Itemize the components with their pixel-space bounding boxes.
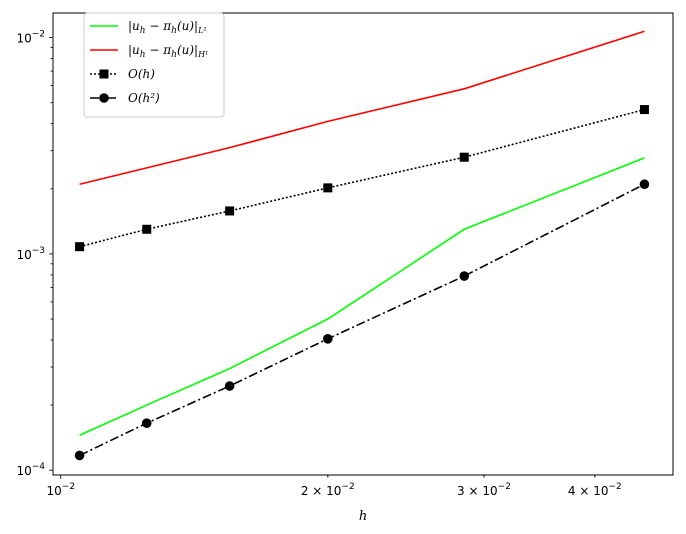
legend-entry: |uh − πh(u)|H¹ xyxy=(90,43,208,60)
data-point xyxy=(459,271,470,281)
x-tick-label: 3 × 10−2 xyxy=(457,482,511,498)
series-line xyxy=(79,108,645,248)
data-point xyxy=(75,242,85,252)
legend-label: |uh − πh(u)|L² xyxy=(128,19,207,36)
data-point xyxy=(639,105,649,115)
legend-entry: O(h) xyxy=(90,67,155,81)
data-point xyxy=(74,450,85,461)
y-tick-label: 10−4 xyxy=(16,462,45,478)
legend-label: |uh − πh(u)|H¹ xyxy=(128,43,208,60)
data-point xyxy=(225,206,235,216)
legend-label: O(h²) xyxy=(128,91,160,105)
tick-labels: 10−2 2 × 10−2 3 × 10−2 4 × 10−2 10−4 10−3 10−2 xyxy=(16,30,621,498)
y-tick-label: 10−3 xyxy=(16,246,45,262)
data-point xyxy=(224,381,235,391)
plot-frame xyxy=(52,12,674,476)
x-axis-label: h xyxy=(359,509,367,524)
legend-marker xyxy=(99,69,109,79)
legend-entry: O(h²) xyxy=(90,91,160,105)
legend-label: O(h) xyxy=(128,67,155,81)
data-point xyxy=(323,183,333,193)
legend-box xyxy=(83,12,225,118)
legend: |uh − πh(u)|L² |uh − πh(u)|H¹ O(h) O(h²) xyxy=(83,12,225,118)
legend-marker xyxy=(99,93,109,103)
x-tick-label: 4 × 10−2 xyxy=(568,482,622,498)
legend-entry: |uh − πh(u)|L² xyxy=(90,19,207,36)
data-point xyxy=(639,179,650,190)
series-0 xyxy=(79,157,645,437)
data-point xyxy=(323,334,333,344)
data-point xyxy=(459,152,469,162)
y-tick-label: 10−2 xyxy=(16,30,45,46)
series-2 xyxy=(75,105,649,252)
data-point xyxy=(141,418,152,428)
series-line xyxy=(79,30,645,186)
data-point xyxy=(142,224,152,234)
series-3 xyxy=(74,179,650,461)
x-tick-label: 2 × 10−2 xyxy=(301,482,355,498)
series-1 xyxy=(79,30,645,186)
series-layer xyxy=(74,30,650,461)
series-line xyxy=(79,157,645,437)
x-tick-label: 10−2 xyxy=(47,482,76,498)
